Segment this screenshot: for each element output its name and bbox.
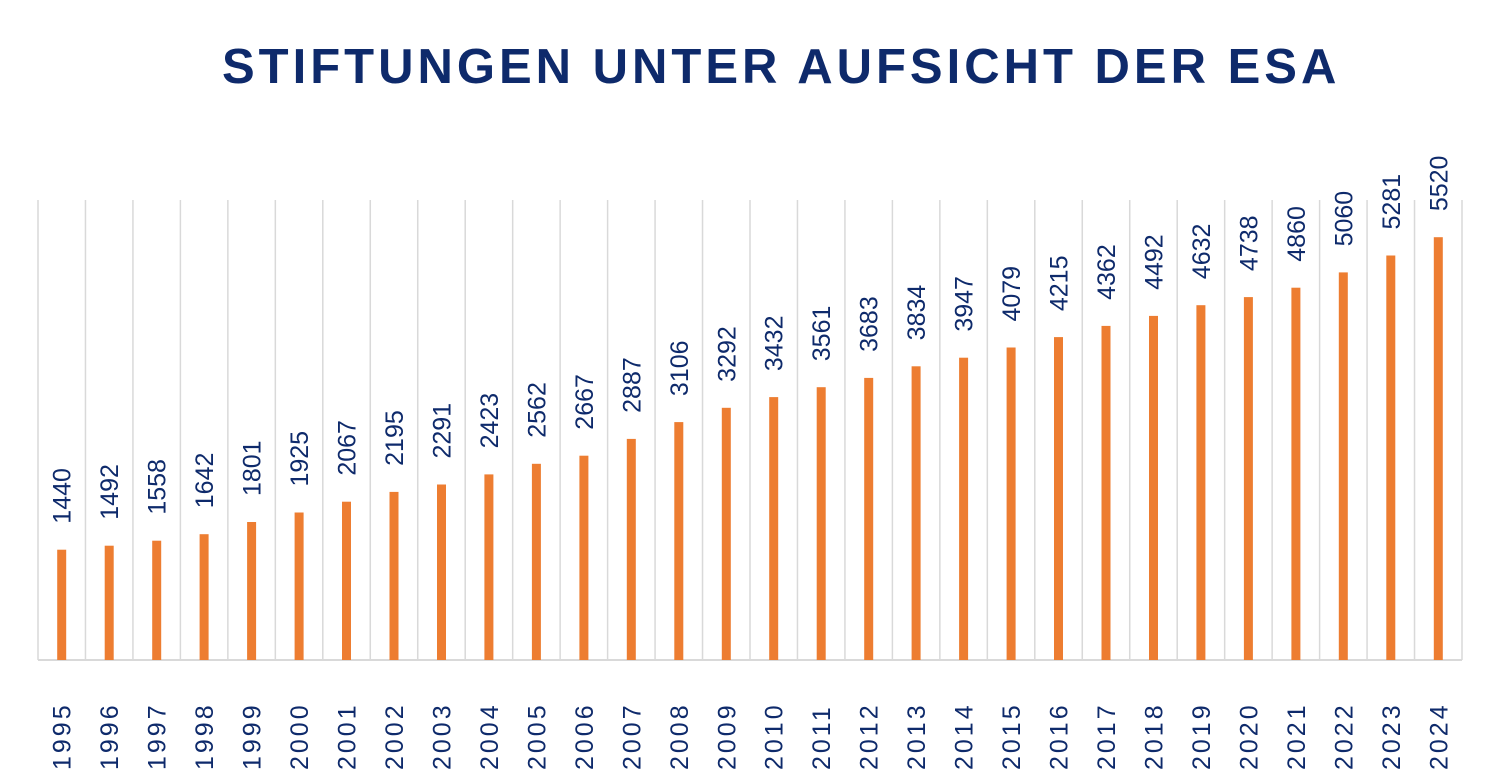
x-tick-label-2024: 2024 bbox=[1425, 702, 1453, 770]
x-tick-label-2016: 2016 bbox=[1046, 702, 1074, 770]
bar-2001 bbox=[342, 501, 351, 660]
data-label-2021: 4860 bbox=[1283, 206, 1311, 262]
data-label-2013: 3834 bbox=[903, 285, 931, 341]
bar-2014 bbox=[959, 357, 969, 660]
x-tick-label-2012: 2012 bbox=[856, 702, 884, 770]
bar-1997 bbox=[152, 540, 162, 660]
x-tick-label-2023: 2023 bbox=[1378, 702, 1406, 770]
x-tick-label-2007: 2007 bbox=[618, 702, 646, 770]
bar-1998 bbox=[199, 534, 209, 660]
bar-2002 bbox=[389, 491, 399, 660]
data-label-2023: 5281 bbox=[1378, 174, 1406, 230]
x-tick-label-2018: 2018 bbox=[1140, 702, 1168, 770]
data-label-2001: 2067 bbox=[334, 420, 362, 476]
data-label-2002: 2195 bbox=[381, 410, 409, 466]
x-tick-label-1998: 1998 bbox=[191, 702, 219, 770]
x-tick-label-2009: 2009 bbox=[713, 702, 741, 770]
x-tick-label-2022: 2022 bbox=[1330, 702, 1358, 770]
x-tick-label-2000: 2000 bbox=[286, 702, 314, 770]
x-tick-label-2010: 2010 bbox=[761, 702, 789, 770]
x-tick-label-2008: 2008 bbox=[666, 702, 694, 770]
data-label-2012: 3683 bbox=[856, 296, 884, 352]
chart-title: STIFTUNGEN UNTER AUFSICHT DER ESA bbox=[222, 40, 1341, 94]
bar-2012 bbox=[864, 377, 874, 660]
x-tick-label-2003: 2003 bbox=[428, 702, 456, 770]
bar-2017 bbox=[1101, 325, 1111, 660]
data-label-2009: 3292 bbox=[713, 326, 741, 382]
bar-2007 bbox=[626, 438, 636, 660]
data-label-2007: 2887 bbox=[618, 357, 646, 413]
bar-1995 bbox=[57, 549, 67, 660]
data-label-1996: 1492 bbox=[96, 464, 124, 520]
data-label-2010: 3432 bbox=[761, 315, 789, 371]
bar-1999 bbox=[247, 522, 257, 660]
x-tick-label-1997: 1997 bbox=[144, 702, 172, 770]
x-tick-label-2001: 2001 bbox=[334, 702, 362, 770]
bar-2003 bbox=[437, 484, 446, 660]
data-label-2011: 3561 bbox=[808, 306, 836, 362]
data-label-2016: 4215 bbox=[1046, 256, 1074, 312]
data-label-2008: 3106 bbox=[666, 340, 694, 396]
bar-2018 bbox=[1149, 315, 1158, 660]
bar-2000 bbox=[294, 512, 304, 660]
bar-2021 bbox=[1291, 287, 1301, 660]
x-tick-label-2015: 2015 bbox=[998, 702, 1026, 770]
x-tick-label-1995: 1995 bbox=[49, 702, 77, 770]
bar-2015 bbox=[1006, 347, 1016, 660]
x-tick-label-2011: 2011 bbox=[808, 704, 836, 770]
x-tick-label-2006: 2006 bbox=[571, 702, 599, 770]
bar-2010 bbox=[769, 397, 779, 660]
data-label-2020: 4738 bbox=[1235, 215, 1263, 271]
data-label-2005: 2562 bbox=[523, 382, 551, 438]
x-tick-label-2020: 2020 bbox=[1235, 702, 1263, 770]
data-label-2022: 5060 bbox=[1330, 191, 1358, 247]
data-label-2006: 2667 bbox=[571, 374, 599, 430]
bar-2019 bbox=[1196, 305, 1206, 660]
data-label-2024: 5520 bbox=[1425, 156, 1453, 212]
data-label-2014: 3947 bbox=[951, 276, 979, 332]
x-tick-label-2005: 2005 bbox=[523, 702, 551, 770]
bar-2016 bbox=[1054, 337, 1063, 660]
data-label-1997: 1558 bbox=[144, 459, 172, 515]
bar-2005 bbox=[531, 463, 541, 660]
data-label-2015: 4079 bbox=[998, 266, 1026, 322]
bar-1996 bbox=[104, 545, 114, 660]
data-label-2003: 2291 bbox=[428, 403, 456, 459]
bar-2020 bbox=[1243, 297, 1253, 660]
data-label-1998: 1642 bbox=[191, 453, 219, 509]
x-tick-label-2019: 2019 bbox=[1188, 702, 1216, 770]
bar-2006 bbox=[579, 455, 589, 660]
x-tick-label-2013: 2013 bbox=[903, 702, 931, 770]
x-tick-label-2002: 2002 bbox=[381, 702, 409, 770]
bar-2011 bbox=[816, 387, 826, 660]
x-tick-label-2021: 2021 bbox=[1283, 702, 1311, 770]
bar-2023 bbox=[1386, 255, 1396, 660]
data-label-2019: 4632 bbox=[1188, 224, 1216, 280]
x-tick-label-1999: 1999 bbox=[239, 702, 267, 770]
data-label-2004: 2423 bbox=[476, 393, 504, 449]
x-tick-label-2004: 2004 bbox=[476, 702, 504, 770]
x-tick-label-1996: 1996 bbox=[96, 702, 124, 770]
bar-2008 bbox=[674, 422, 684, 660]
data-label-2000: 1925 bbox=[286, 431, 314, 487]
bar-2022 bbox=[1338, 272, 1348, 660]
data-label-1999: 1801 bbox=[239, 440, 267, 496]
data-label-1995: 1440 bbox=[49, 468, 77, 524]
x-tick-label-2014: 2014 bbox=[951, 702, 979, 770]
data-label-2018: 4492 bbox=[1140, 234, 1168, 290]
bar-2024 bbox=[1433, 237, 1443, 660]
data-label-2017: 4362 bbox=[1093, 244, 1121, 300]
bar-2013 bbox=[911, 366, 921, 660]
x-tick-label-2017: 2017 bbox=[1093, 702, 1121, 770]
bar-2009 bbox=[721, 407, 731, 660]
bar-2004 bbox=[484, 474, 494, 660]
